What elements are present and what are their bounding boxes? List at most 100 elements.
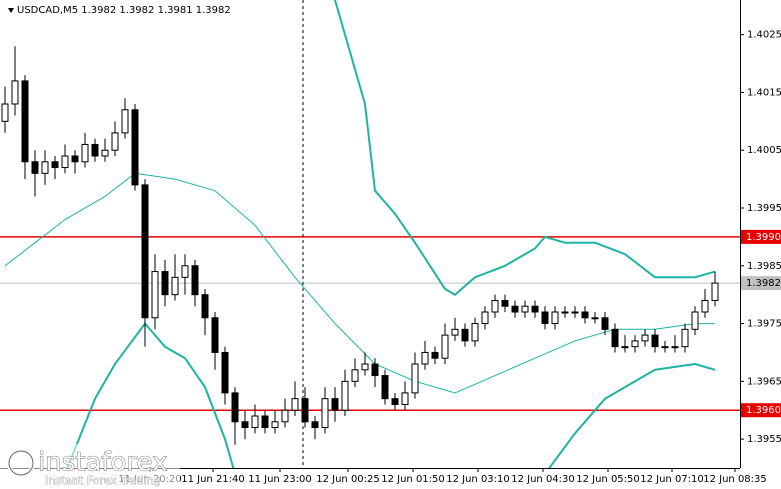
menu-arrow[interactable]: [8, 8, 14, 13]
candle-body: [131, 109, 139, 186]
candle-body: [711, 282, 719, 301]
candle-body: [351, 369, 359, 382]
candle-body: [561, 311, 569, 314]
candle-body: [141, 184, 149, 319]
candle-body: [631, 340, 639, 348]
band-line: [334, 0, 716, 296]
candle-body: [71, 155, 79, 163]
chart-header: USDCAD,M5 1.3982 1.3982 1.3981 1.3982: [17, 5, 231, 16]
candle-body: [611, 328, 619, 348]
x-tick-label: 12 Jun 00:25: [316, 474, 380, 485]
x-tick-label: 12 Jun 05:50: [576, 474, 640, 485]
y-tick-label: 1.3985: [747, 261, 781, 272]
candle-body: [551, 311, 559, 325]
x-tick-label: 11 Jun 23:00: [248, 474, 312, 485]
candle-body: [371, 363, 379, 377]
candle-body: [331, 398, 339, 411]
candle-body: [431, 351, 439, 359]
x-tick-label: 12 Jun 08:35: [703, 474, 767, 485]
candle-body: [81, 143, 89, 163]
candle-body: [91, 143, 99, 157]
candle-body: [521, 305, 529, 313]
y-tick-label: 1.3995: [747, 203, 781, 214]
candle-body: [161, 271, 169, 296]
x-tick-label: 11 Jun 21:40: [181, 474, 245, 485]
candle-body: [681, 328, 689, 348]
last-price-tag: [741, 276, 781, 291]
candle-body: [291, 398, 299, 411]
candle-body: [201, 294, 209, 319]
candle-body: [271, 421, 279, 429]
candle-body: [661, 346, 669, 349]
candle-body: [171, 276, 179, 296]
band-line: [548, 363, 716, 468]
level-label: 1.3960: [746, 405, 781, 416]
candle-body: [221, 351, 229, 394]
axes: 1.4025 1.4015 1.4005 1.3995 1.3985 1.3975 1.39…: [118, 30, 781, 485]
candle-body: [61, 155, 69, 169]
watermark-icon-outline: [8, 450, 34, 476]
candle-body: [191, 265, 199, 296]
candle-body: [421, 351, 429, 365]
x-tick-label: 12 Jun 07:10: [640, 474, 704, 485]
candle-body: [461, 328, 469, 342]
candle-body: [251, 415, 259, 429]
candle-body: [621, 346, 629, 349]
candle-body: [21, 80, 29, 163]
candle-body: [241, 421, 249, 429]
candle-body: [181, 265, 189, 278]
watermark-bg: [0, 444, 180, 489]
candle-body: [361, 363, 369, 371]
candle-body: [541, 311, 549, 325]
candle-body: [471, 323, 479, 342]
candle-body: [481, 311, 489, 325]
y-tick-label: 1.4005: [747, 145, 781, 156]
y-tick-label: 1.3965: [747, 376, 781, 387]
y-tick-label: 1.3975: [747, 319, 781, 330]
candle-body: [41, 161, 49, 174]
candle-body: [701, 299, 709, 313]
plot-area: [0, 0, 740, 468]
candle-body: [531, 305, 539, 313]
candle-body: [211, 317, 219, 353]
band-line: [4, 172, 715, 394]
candle-body: [31, 161, 39, 174]
candle-body: [691, 311, 699, 330]
candle-body: [571, 311, 579, 314]
candle-body: [261, 415, 269, 429]
x-tick-label: 12 Jun 01:50: [381, 474, 445, 485]
candle-body: [151, 271, 159, 319]
candle-body: [641, 334, 649, 342]
candle-body: [121, 109, 129, 134]
candle-body: [581, 311, 589, 319]
y-tick-label: 1.3955: [747, 434, 781, 445]
x-tick-label: 12 Jun 04:30: [511, 474, 575, 485]
candle-body: [491, 299, 499, 313]
watermark-brand: instaforex: [38, 448, 167, 478]
candle-body: [101, 149, 109, 157]
candle-body: [1, 103, 9, 122]
level-tag: [741, 229, 781, 244]
candle-body: [51, 161, 59, 169]
candle-body: [321, 398, 329, 429]
candle-body: [651, 334, 659, 348]
candle-body: [591, 317, 599, 320]
candle-body: [311, 421, 319, 429]
last-price-label: 1.3982: [746, 278, 781, 289]
candle-body: [401, 392, 409, 405]
candle-body: [341, 380, 349, 411]
candle-body: [451, 328, 459, 336]
candle-body: [441, 334, 449, 359]
candle-body: [381, 375, 389, 400]
candle-body: [601, 317, 609, 330]
y-tick-label: 1.4025: [747, 30, 781, 41]
candle-body: [301, 398, 309, 423]
candle-body: [111, 132, 119, 151]
candle-body: [501, 299, 509, 307]
band-line: [66, 322, 235, 468]
y-tick-label: 1.4015: [747, 87, 781, 98]
watermark: instaforex Instant Forex Trading: [0, 444, 180, 489]
watermark-tagline: Instant Forex Trading: [45, 474, 161, 487]
